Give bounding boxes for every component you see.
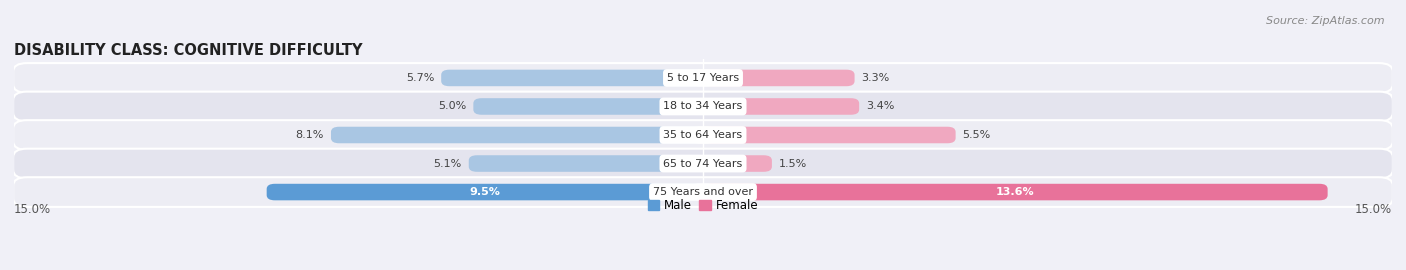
Text: 5.5%: 5.5% (963, 130, 991, 140)
FancyBboxPatch shape (703, 155, 772, 172)
Text: 5.1%: 5.1% (433, 158, 461, 168)
Text: 3.4%: 3.4% (866, 102, 894, 112)
Text: 15.0%: 15.0% (14, 203, 51, 216)
Text: 8.1%: 8.1% (295, 130, 323, 140)
FancyBboxPatch shape (13, 63, 1393, 93)
Text: 1.5%: 1.5% (779, 158, 807, 168)
Text: 35 to 64 Years: 35 to 64 Years (664, 130, 742, 140)
Text: 15.0%: 15.0% (1355, 203, 1392, 216)
FancyBboxPatch shape (13, 177, 1393, 207)
Text: DISABILITY CLASS: COGNITIVE DIFFICULTY: DISABILITY CLASS: COGNITIVE DIFFICULTY (14, 43, 363, 58)
Text: 5.0%: 5.0% (439, 102, 467, 112)
FancyBboxPatch shape (703, 184, 1327, 200)
Text: 3.3%: 3.3% (862, 73, 890, 83)
FancyBboxPatch shape (474, 98, 703, 115)
Legend: Male, Female: Male, Female (643, 194, 763, 217)
Text: 18 to 34 Years: 18 to 34 Years (664, 102, 742, 112)
Text: 75 Years and over: 75 Years and over (652, 187, 754, 197)
FancyBboxPatch shape (330, 127, 703, 143)
FancyBboxPatch shape (703, 98, 859, 115)
FancyBboxPatch shape (13, 120, 1393, 150)
Text: 13.6%: 13.6% (995, 187, 1035, 197)
FancyBboxPatch shape (13, 149, 1393, 178)
FancyBboxPatch shape (703, 127, 956, 143)
FancyBboxPatch shape (468, 155, 703, 172)
FancyBboxPatch shape (13, 92, 1393, 121)
FancyBboxPatch shape (703, 70, 855, 86)
Text: 65 to 74 Years: 65 to 74 Years (664, 158, 742, 168)
Text: 5.7%: 5.7% (406, 73, 434, 83)
Text: 9.5%: 9.5% (470, 187, 501, 197)
Text: Source: ZipAtlas.com: Source: ZipAtlas.com (1267, 16, 1385, 26)
FancyBboxPatch shape (441, 70, 703, 86)
FancyBboxPatch shape (267, 184, 703, 200)
Text: 5 to 17 Years: 5 to 17 Years (666, 73, 740, 83)
